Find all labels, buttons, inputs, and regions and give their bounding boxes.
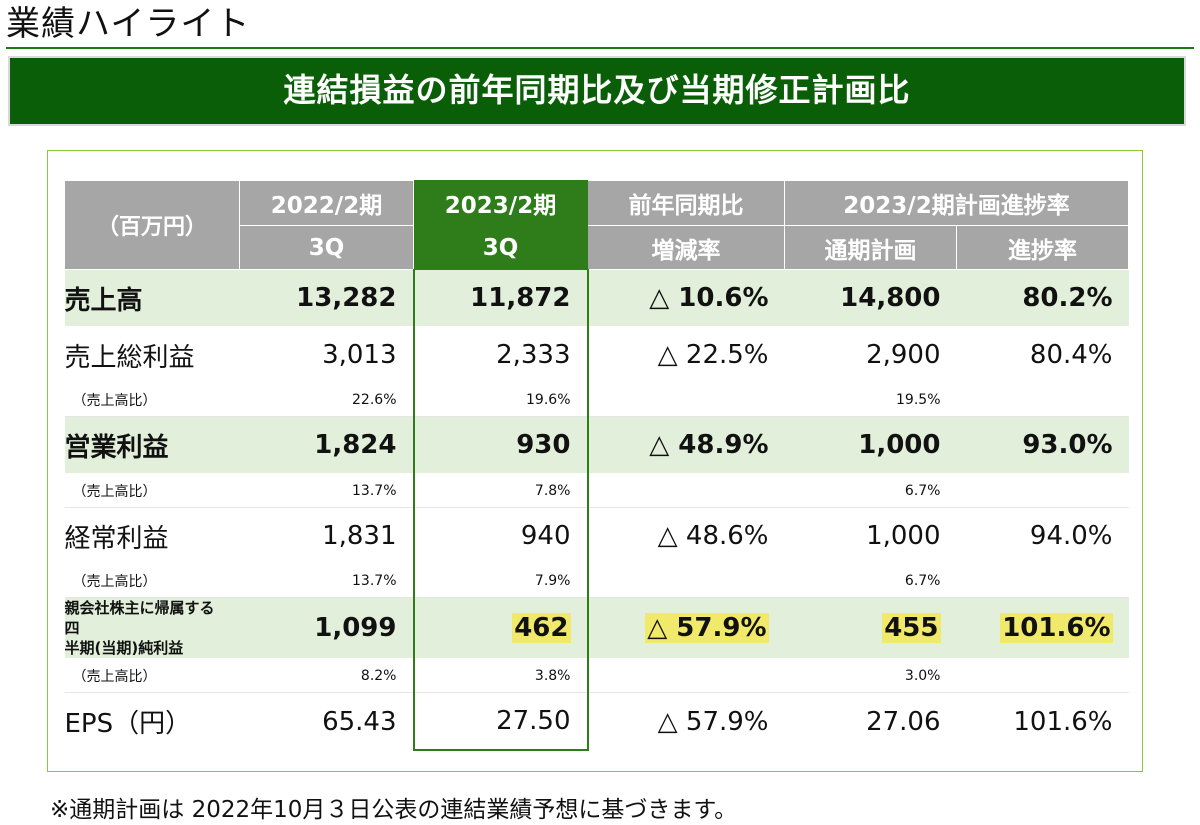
cell-cur: 930 [412,416,589,474]
cell-yoy: △ 22.5% [657,340,769,370]
header-yoy-sub: 増減率 [587,225,785,270]
cell-cur: 11,872 [412,269,589,327]
cell-cur: 19.6% [412,383,589,417]
highlight-marker: 101.6% [1000,613,1113,643]
cell-progress: 101.6% [956,597,1129,659]
header-row-2: 3Q 3Q 増減率 通期計画 進捗率 [65,225,1130,270]
table-row-ordinary-income: 経常利益 1,831 940 △ 48.6% 1,000 94.0% [64,507,1129,564]
row-label: 売上総利益 [64,342,195,373]
table-row-gross: 売上総利益 3,013 2,333 △ 22.5% 2,900 80.4% [64,326,1129,383]
cell-yoy [587,564,785,598]
cell-yoy: △ 48.6% [657,521,769,551]
table-frame [47,150,1143,772]
cell-plan: 3.0% [784,658,957,693]
cell-prev: 8.2% [239,658,414,693]
cell-cur: 940 [412,507,589,564]
header-prev-q: 3Q [239,225,414,270]
row-label: 営業利益 [64,416,240,474]
cell-progress: 80.4% [1029,340,1113,370]
cell-plan: 14,800 [784,269,957,327]
table-row-operating-ratio: （売上高比） 13.7% 7.8% 6.7% [64,473,1129,508]
header-prev-year: 2022/2期 [239,180,414,226]
header-unit: （百万円） [64,180,240,270]
cell-progress: 101.6% [1013,706,1113,737]
table-row-gross-ratio: （売上高比） 22.6% 19.6% 19.5% [64,383,1129,417]
row-label: （売上高比） [64,383,240,417]
row-label: 親会社株主に帰属する四 半期(当期)純利益 [64,597,240,659]
row-label: （売上高比） [64,473,240,508]
cell-progress: 94.0% [1029,521,1113,551]
header-cur-year: 2023/2期 [413,180,588,226]
cell-prev: 22.6% [239,383,414,417]
cell-yoy: △ 57.9% [657,706,769,737]
cell-plan: 27.06 [866,706,941,737]
table-row-net-income: 親会社株主に帰属する四 半期(当期)純利益 1,099 462 △ 57.9% … [64,597,1129,659]
section-banner: 連結損益の前年同期比及び当期修正計画比 [10,58,1184,124]
cell-prev: 3,013 [322,340,397,370]
cell-yoy: △ 10.6% [587,269,785,327]
table-row-operating-income: 営業利益 1,824 930 △ 48.9% 1,000 93.0% [64,416,1129,474]
cell-prev: 13,282 [239,269,414,327]
header-plan: 通期計画 [784,225,957,270]
cell-yoy: △ 57.9% [587,597,785,659]
table-row-net-ratio: （売上高比） 8.2% 3.8% 3.0% [64,658,1129,693]
cell-cur: 462 [412,597,589,659]
cell-prev: 1,099 [239,597,414,659]
header-yoy: 前年同期比 [587,180,785,226]
row-label-line-1: 親会社株主に帰属する四 [64,599,215,637]
title-divider [6,47,1194,49]
cell-prev: 65.43 [322,706,397,737]
page-title: 業績ハイライト [6,4,251,44]
cell-plan: 455 [784,597,957,659]
row-label: 経常利益 [64,523,169,554]
footnote: ※通期計画は 2022年10月３日公表の連結業績予想に基づきます。 [50,797,738,823]
cell-plan: 19.5% [784,383,957,417]
header-plan-group: 2023/2期計画進捗率 [783,180,1130,226]
cell-cur: 2,333 [412,326,589,383]
cell-progress [956,473,1129,508]
header-row-1: （百万円） 2022/2期 2023/2期 前年同期比 2023/2期計画進捗率 [64,180,1130,270]
cell-progress [956,564,1129,598]
cell-cur: 3.8% [412,658,589,693]
cell-yoy [587,473,785,508]
cell-plan: 2,900 [866,340,941,370]
cell-cur: 7.9% [412,564,589,598]
table-row-sales: 売上高 13,282 11,872 △ 10.6% 14,800 80.2% [64,269,1129,327]
cell-plan: 1,000 [866,521,941,551]
highlight-marker: △ 57.9% [645,613,769,643]
cell-yoy [587,383,785,417]
cell-progress: 93.0% [956,416,1129,474]
cell-plan: 6.7% [784,473,957,508]
cell-prev: 13.7% [239,564,414,598]
cell-progress: 80.2% [956,269,1129,327]
cell-cur: 7.8% [412,473,589,508]
cell-prev: 1,824 [239,416,414,474]
cell-yoy: △ 48.9% [587,416,785,474]
header-progress: 進捗率 [955,225,1130,270]
cell-prev: 13.7% [239,473,414,508]
cell-progress [956,658,1129,693]
highlight-marker: 455 [882,613,941,643]
table-row-ordinary-ratio: （売上高比） 13.7% 7.9% 6.7% [64,564,1129,598]
financial-table: （百万円） 2022/2期 2023/2期 前年同期比 2023/2期計画進捗率… [64,180,1130,751]
cell-prev: 1,831 [322,521,397,551]
table-row-eps: EPS（円） 65.43 27.50 △ 57.9% 27.06 101.6% [64,692,1129,751]
cell-cur: 27.50 [412,692,589,751]
cell-yoy [587,658,785,693]
row-label: （売上高比） [64,658,240,693]
cell-progress [956,383,1129,417]
row-label: EPS（円） [64,709,192,739]
row-label-line-2: 半期(当期)純利益 [64,639,184,657]
cell-plan: 1,000 [784,416,957,474]
row-label: （売上高比） [64,564,240,598]
highlight-marker: 462 [512,613,571,643]
header-cur-q: 3Q [413,225,588,270]
row-label: 売上高 [64,269,240,327]
cell-plan: 6.7% [784,564,957,598]
